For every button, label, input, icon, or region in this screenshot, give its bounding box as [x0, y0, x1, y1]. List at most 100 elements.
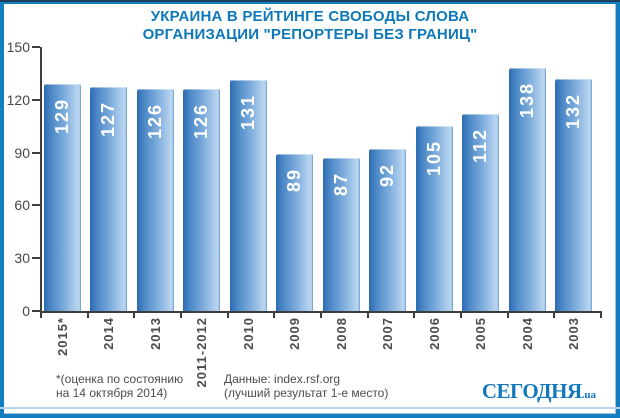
chart-title-line1: УКРАИНА В РЕЙТИНГЕ СВОБОДЫ СЛОВА [150, 8, 470, 25]
y-tick-label: 30 [14, 250, 30, 267]
y-tick-label: 120 [6, 91, 30, 108]
bar-value-wrap: 87 [323, 172, 360, 196]
bar-2006: 105 [415, 126, 453, 311]
bar-value-label: 92 [377, 163, 398, 188]
logo-suffix: .ua [581, 389, 596, 401]
x-tick [273, 313, 276, 318]
bar-value-wrap: 127 [90, 101, 127, 137]
y-tick [32, 204, 40, 207]
x-tick [320, 313, 322, 318]
x-category-label: 2004 [519, 317, 535, 350]
bar-value-wrap: 132 [555, 93, 592, 129]
bar-2005: 112 [462, 113, 500, 311]
x-category-label: 2015* [55, 317, 70, 356]
y-tick-label: 0 [22, 303, 30, 319]
bar-2009: 89 [276, 154, 314, 311]
x-tick [413, 313, 416, 318]
bar-value-wrap: 126 [183, 103, 220, 139]
bar-2007: 92 [369, 149, 407, 311]
bar-2004: 138 [508, 68, 546, 311]
source-note: Данные: index.rsf.org (лучший результат … [224, 372, 388, 400]
x-label-cell: 2010 [230, 317, 267, 350]
y-tick [32, 151, 40, 154]
x-category-label: 2007 [380, 317, 396, 350]
bar-2011-2012: 126 [183, 89, 221, 311]
x-category-label: 2010 [240, 317, 256, 350]
x-tick [460, 313, 462, 318]
x-category-label: 2008 [333, 317, 349, 350]
x-category-label: 2014 [101, 317, 117, 350]
x-label-cell: 2006 [416, 317, 453, 350]
x-tick [600, 313, 602, 318]
chart-title-line2: ОРГАНИЗАЦИИ "РЕПОРТЕРЫ БЕЗ ГРАНИЦ" [142, 26, 478, 43]
footnote-line1: *(оценка по состоянию [56, 372, 184, 386]
x-category-label: 2011-2012 [194, 317, 210, 388]
x-axis-line [40, 311, 602, 313]
x-tick [553, 313, 556, 318]
bar-value-wrap: 131 [230, 94, 267, 130]
bar-value-label: 132 [562, 92, 583, 129]
x-category-label: 2003 [565, 317, 581, 350]
x-label-cell: 2005 [462, 317, 499, 350]
bar-2014: 127 [90, 87, 128, 311]
bar-2003: 132 [554, 78, 592, 311]
chart-title: УКРАИНА В РЕЙТИНГЕ СВОБОДЫ СЛОВА ОРГАНИЗ… [0, 8, 620, 44]
x-category-label: 2013 [147, 317, 163, 350]
y-tick [32, 257, 40, 260]
y-tick [32, 98, 40, 101]
x-category-label: 2009 [287, 317, 303, 350]
x-tick [506, 313, 509, 318]
x-label-cell: 2013 [137, 317, 174, 350]
source-line1: Данные: index.rsf.org [224, 372, 341, 386]
x-category-label: 2006 [426, 317, 442, 350]
bar-value-wrap: 105 [416, 140, 453, 176]
bar-2010: 131 [229, 80, 267, 311]
y-tick-label: 90 [14, 144, 30, 161]
x-tick [226, 313, 229, 318]
bar-value-label: 126 [191, 103, 212, 140]
source-line2: (лучший результат 1-е место) [224, 386, 389, 400]
x-label-cell: 2007 [369, 317, 406, 350]
x-label-cell: 2015* [44, 317, 81, 356]
bar-value-label: 138 [516, 82, 537, 119]
bar-value-wrap: 112 [462, 128, 499, 163]
bar-value-label: 87 [330, 171, 351, 196]
x-tick [86, 313, 89, 318]
bar-2013: 126 [136, 89, 174, 311]
x-tick [133, 313, 136, 318]
x-label-cell: 2011-2012 [183, 317, 220, 387]
y-tick-label: 60 [14, 197, 30, 214]
y-tick-label: 150 [6, 39, 30, 55]
y-tick [32, 46, 40, 48]
x-category-label: 2005 [473, 317, 489, 350]
footnote: *(оценка по состоянию на 14 октября 2014… [56, 372, 183, 400]
bar-2008: 87 [322, 157, 360, 311]
logo-main: СЕГОДНЯ [481, 379, 582, 403]
bar-value-label: 127 [98, 101, 119, 138]
bar-value-wrap: 129 [44, 98, 81, 134]
x-label-cell: 2003 [555, 317, 592, 350]
bar-value-wrap: 126 [137, 103, 174, 139]
bar-value-label: 89 [284, 168, 305, 193]
bar-value-wrap: 89 [276, 168, 313, 192]
segodnya-logo: СЕГОДНЯ.ua [482, 379, 596, 404]
footnote-line2: на 14 октября 2014) [56, 386, 168, 400]
bar-value-label: 112 [470, 127, 491, 163]
x-label-cell: 2009 [276, 317, 313, 350]
bar-value-label: 105 [423, 140, 444, 177]
bar-value-wrap: 138 [509, 82, 546, 118]
x-tick [366, 313, 369, 318]
y-axis-line [40, 47, 42, 313]
bar-2015*: 129 [44, 83, 81, 311]
bottom-separator [0, 407, 620, 409]
bars-container: 129 127 126 126 131 89 87 92 105 112 138 132 [44, 47, 592, 311]
x-tick [40, 313, 42, 318]
bar-value-wrap: 92 [369, 163, 406, 187]
x-tick [180, 313, 182, 318]
y-tick [32, 310, 40, 312]
bar-value-label: 129 [52, 97, 72, 135]
bar-value-label: 131 [237, 94, 258, 131]
bar-value-label: 126 [144, 103, 165, 140]
x-label-cell: 2008 [323, 317, 360, 350]
